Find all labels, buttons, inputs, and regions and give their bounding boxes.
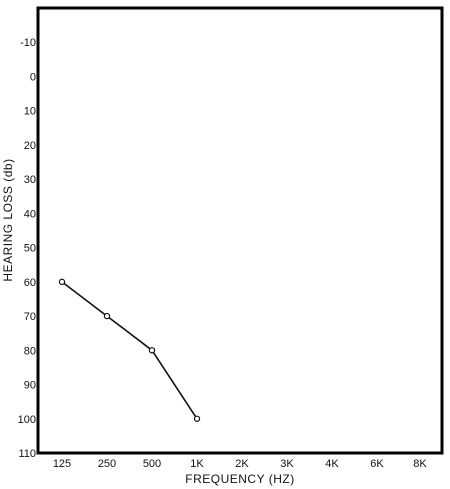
y-tick-label-110: 110 xyxy=(18,448,36,460)
x-tick-label-6K: 6K xyxy=(370,458,384,470)
x-tick-label-3K: 3K xyxy=(280,458,294,470)
y-tick-label-50: 50 xyxy=(24,243,36,255)
axis-titles: FREQUENCY (HZ) HEARING LOSS (db) xyxy=(1,158,294,486)
y-tick-label-10: 10 xyxy=(24,106,36,118)
data-point-500 xyxy=(148,347,156,354)
y-tick-label-0: 0 xyxy=(30,71,36,83)
y-tick-label-60: 60 xyxy=(24,277,36,289)
y-tick-label-70: 70 xyxy=(24,311,36,323)
y-tick-label-90: 90 xyxy=(24,380,36,392)
tick-labels: -10 0 10 20 30 40 50 60 70 80 90 100 110 125 250 500 1K 2… xyxy=(18,37,428,470)
data-point-1K xyxy=(193,415,201,422)
data-point-250 xyxy=(103,312,111,320)
y-axis-title: HEARING LOSS (db) xyxy=(1,158,15,281)
x-tick-label-125: 125 xyxy=(53,458,71,470)
plot-frame xyxy=(36,6,444,455)
x-tick-label-250: 250 xyxy=(98,458,116,470)
data-series xyxy=(58,278,201,422)
y-tick-label-20: 20 xyxy=(24,140,36,152)
data-point-125 xyxy=(58,278,66,286)
x-tick-label-1K: 1K xyxy=(190,458,204,470)
y-tick-label-80: 80 xyxy=(24,345,36,357)
y-tick-label-40: 40 xyxy=(24,208,36,220)
x-tick-label-500: 500 xyxy=(143,458,161,470)
y-tick-label-100: 100 xyxy=(18,414,36,426)
x-axis-title: FREQUENCY (HZ) xyxy=(185,472,294,486)
chart-frame xyxy=(36,6,444,455)
x-tick-label-4K: 4K xyxy=(325,458,339,470)
x-tick-label-2K: 2K xyxy=(235,458,249,470)
x-tick-label-8K: 8K xyxy=(413,458,427,470)
y-tick-label-30: 30 xyxy=(24,174,36,186)
y-tick-label--10: -10 xyxy=(20,37,36,49)
hearing-loss-line xyxy=(61,281,198,420)
